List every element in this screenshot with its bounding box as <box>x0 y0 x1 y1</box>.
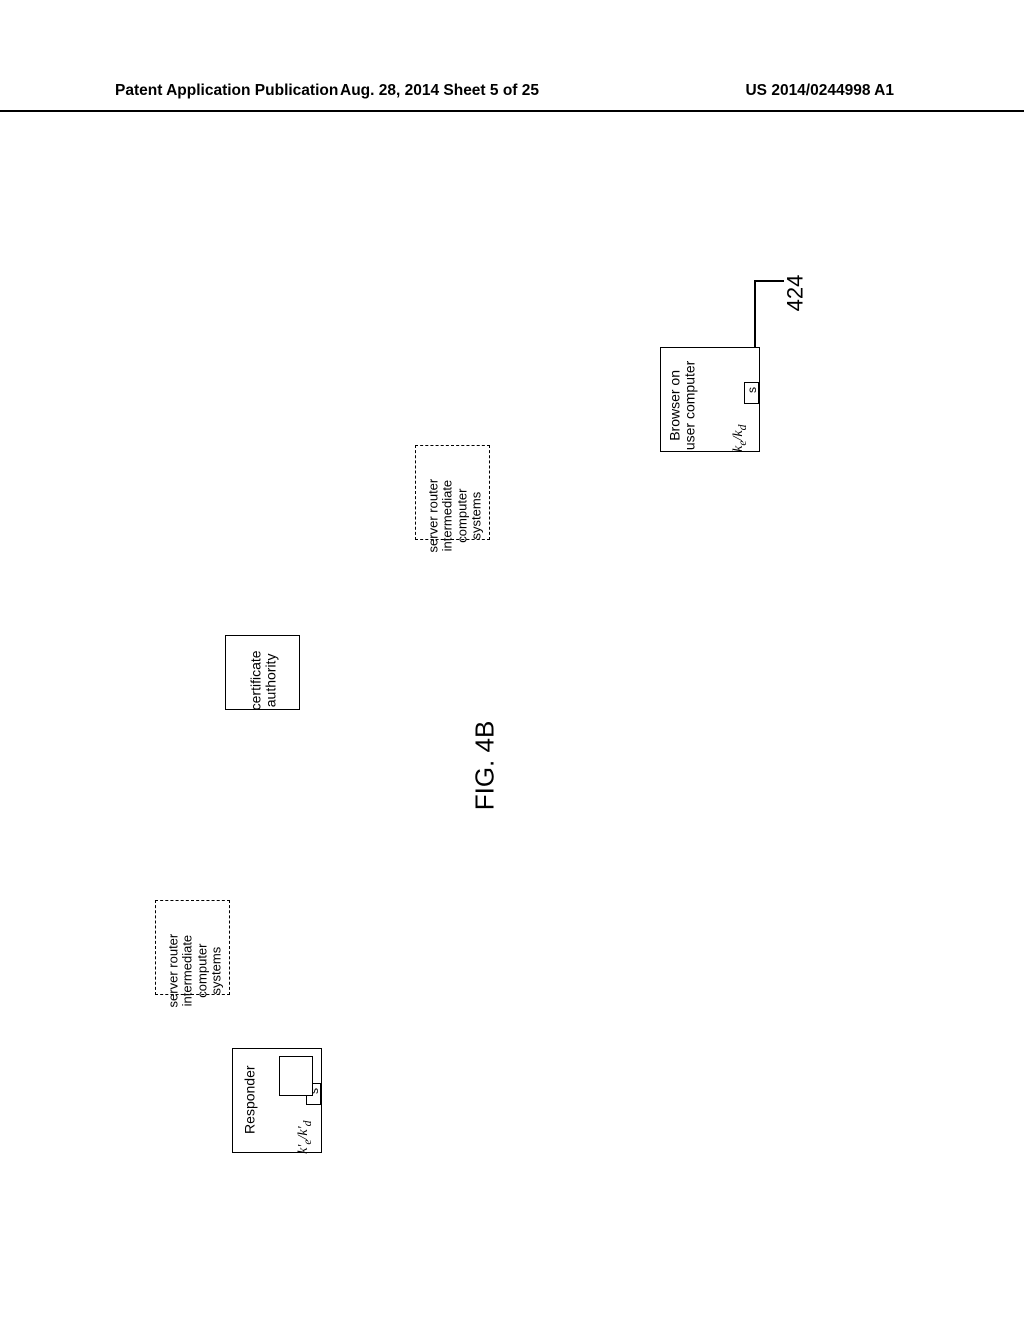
page-header: Patent Application Publication Aug. 28, … <box>0 86 1024 112</box>
responder-label: Responder <box>242 1050 257 1150</box>
browser-label: Browser onuser computer <box>668 345 699 465</box>
header-left-text: Patent Application Publication <box>115 82 338 100</box>
responder-inner-box <box>279 1056 313 1096</box>
intermediate-left-label: server routerintermediatecomputersystems <box>166 916 223 1026</box>
browser-callout: 424 <box>782 275 808 312</box>
certificate-authority-label: certificate authority <box>249 640 280 720</box>
browser-s-label: s <box>745 387 759 393</box>
header-center-text: Aug. 28, 2014 Sheet 5 of 25 <box>340 82 539 100</box>
callout-leader-h <box>754 280 784 282</box>
callout-leader-v <box>754 280 756 347</box>
browser-s-box: s <box>744 382 759 404</box>
header-right-text: US 2014/0244998 A1 <box>745 82 894 100</box>
intermediate-right-label: server routerintermediatecomputersystems <box>426 461 483 571</box>
figure-label: FIG. 4B <box>469 721 500 811</box>
